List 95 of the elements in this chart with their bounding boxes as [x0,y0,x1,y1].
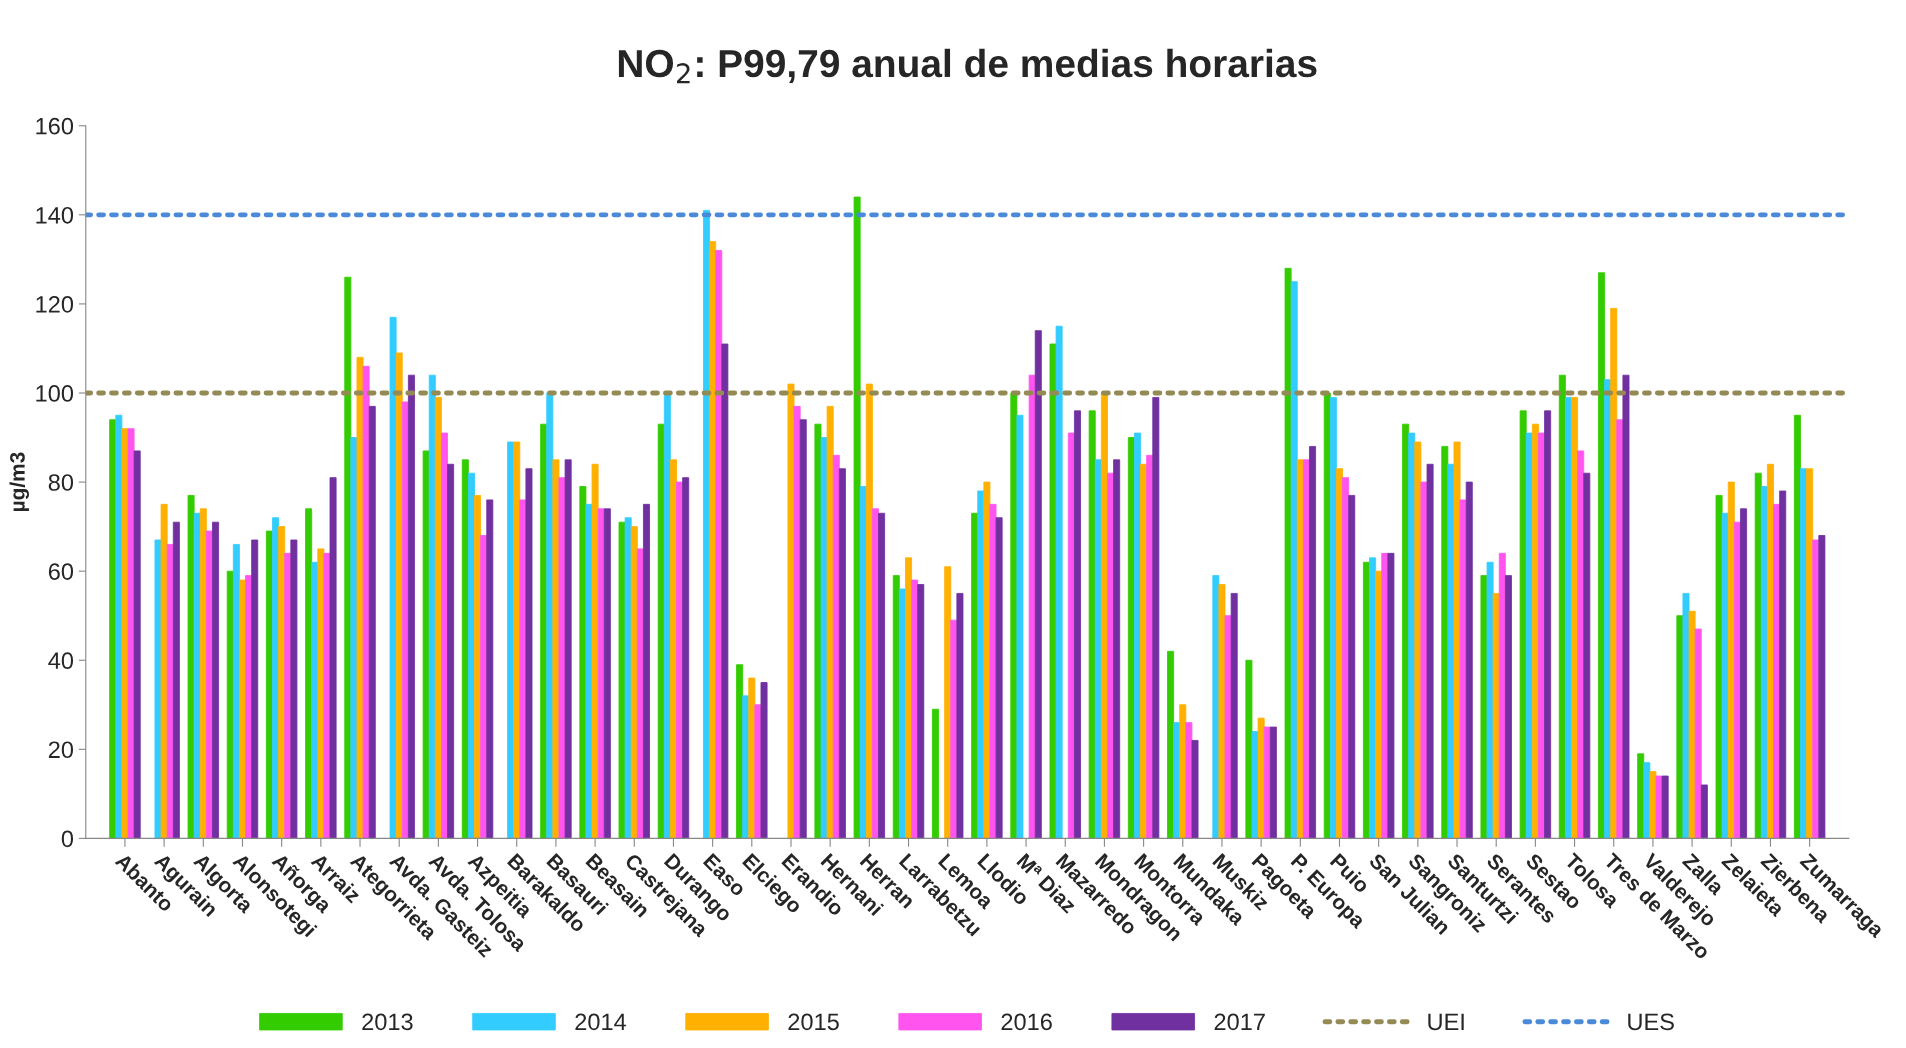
bar [1218,584,1226,839]
bar [1622,374,1630,839]
bar [995,517,1003,839]
bar [603,508,611,839]
bar [1191,739,1199,839]
bar [1688,610,1696,839]
y-tick-label: 0 [61,830,74,848]
bar [1519,410,1527,839]
bar [1016,414,1024,839]
y-tick-label: 80 [48,474,74,491]
bar [1818,535,1826,839]
bar [1459,499,1467,839]
y-tick-label: 40 [48,652,74,670]
bar [368,405,376,839]
bar [1544,410,1552,839]
bar [853,196,861,839]
bar [1028,374,1036,839]
bar [133,450,141,839]
bar [1426,463,1434,839]
bar [525,468,533,839]
y-tick-label: 100 [36,385,74,402]
bar [1185,722,1193,839]
legend-label: 2014 [575,1013,627,1031]
y-axis-title: µg/m3 [9,452,30,512]
bar [1453,441,1461,839]
bar [826,405,834,839]
bar [624,517,632,839]
y-tick-label: 160 [36,117,74,135]
bar [591,463,599,839]
y-tick-label: 60 [48,563,74,580]
legend-label: UEI [1428,1013,1464,1031]
bar [486,499,494,839]
bar [212,521,220,839]
bar [1694,628,1702,839]
bar [1661,775,1669,839]
bar [760,682,768,839]
legend-label: 2013 [362,1013,413,1031]
bar [721,343,729,839]
bar [193,512,201,839]
bar [1504,575,1512,839]
bar [1088,410,1096,839]
bar [682,477,690,839]
bar [643,503,650,839]
bar [160,503,168,839]
legend-label: 2017 [1214,1013,1265,1031]
y-tick-label: 120 [36,295,74,313]
y-tick-label: 140 [36,206,74,224]
bar [1387,552,1395,839]
bar [1257,717,1265,839]
bar [1309,446,1317,839]
bar [1073,410,1081,839]
bar [1348,495,1356,839]
bar [1113,459,1121,839]
bar [878,512,886,839]
bar [1779,490,1787,839]
bar [564,459,572,839]
bar [1167,650,1175,839]
bar [1740,508,1747,839]
bar [917,584,925,839]
bar [1290,281,1298,839]
bar [1486,561,1494,839]
bar [1465,481,1473,839]
bar [546,392,554,839]
bar [395,352,403,839]
bar [1055,325,1063,839]
legend-label: UES [1628,1013,1674,1031]
bar [1269,726,1277,839]
bar [1643,762,1651,839]
bar [1583,472,1591,839]
bar [1245,659,1253,839]
legend-label: 2016 [1001,1013,1052,1031]
y-tick-label: 20 [48,741,74,759]
bar [362,365,370,839]
bar [422,450,430,839]
bar [1700,784,1708,839]
bar [1152,397,1160,839]
bar [290,539,298,839]
bar [1034,330,1042,839]
bar [251,539,259,839]
bar [1230,593,1238,839]
bar [748,677,756,839]
legend-label: 2015 [788,1013,839,1031]
bar [447,463,455,839]
bar [865,383,873,839]
bar [799,419,807,839]
chart-title: NO$_{2}$: P99,79 anual de medias horarias [618,48,1317,84]
bar [1721,512,1729,839]
bar [932,708,939,839]
bar [407,374,415,839]
bar [838,468,846,839]
bar [793,405,801,839]
bar [172,521,180,839]
bar [956,593,964,839]
bar [329,477,337,839]
bar [344,276,352,839]
